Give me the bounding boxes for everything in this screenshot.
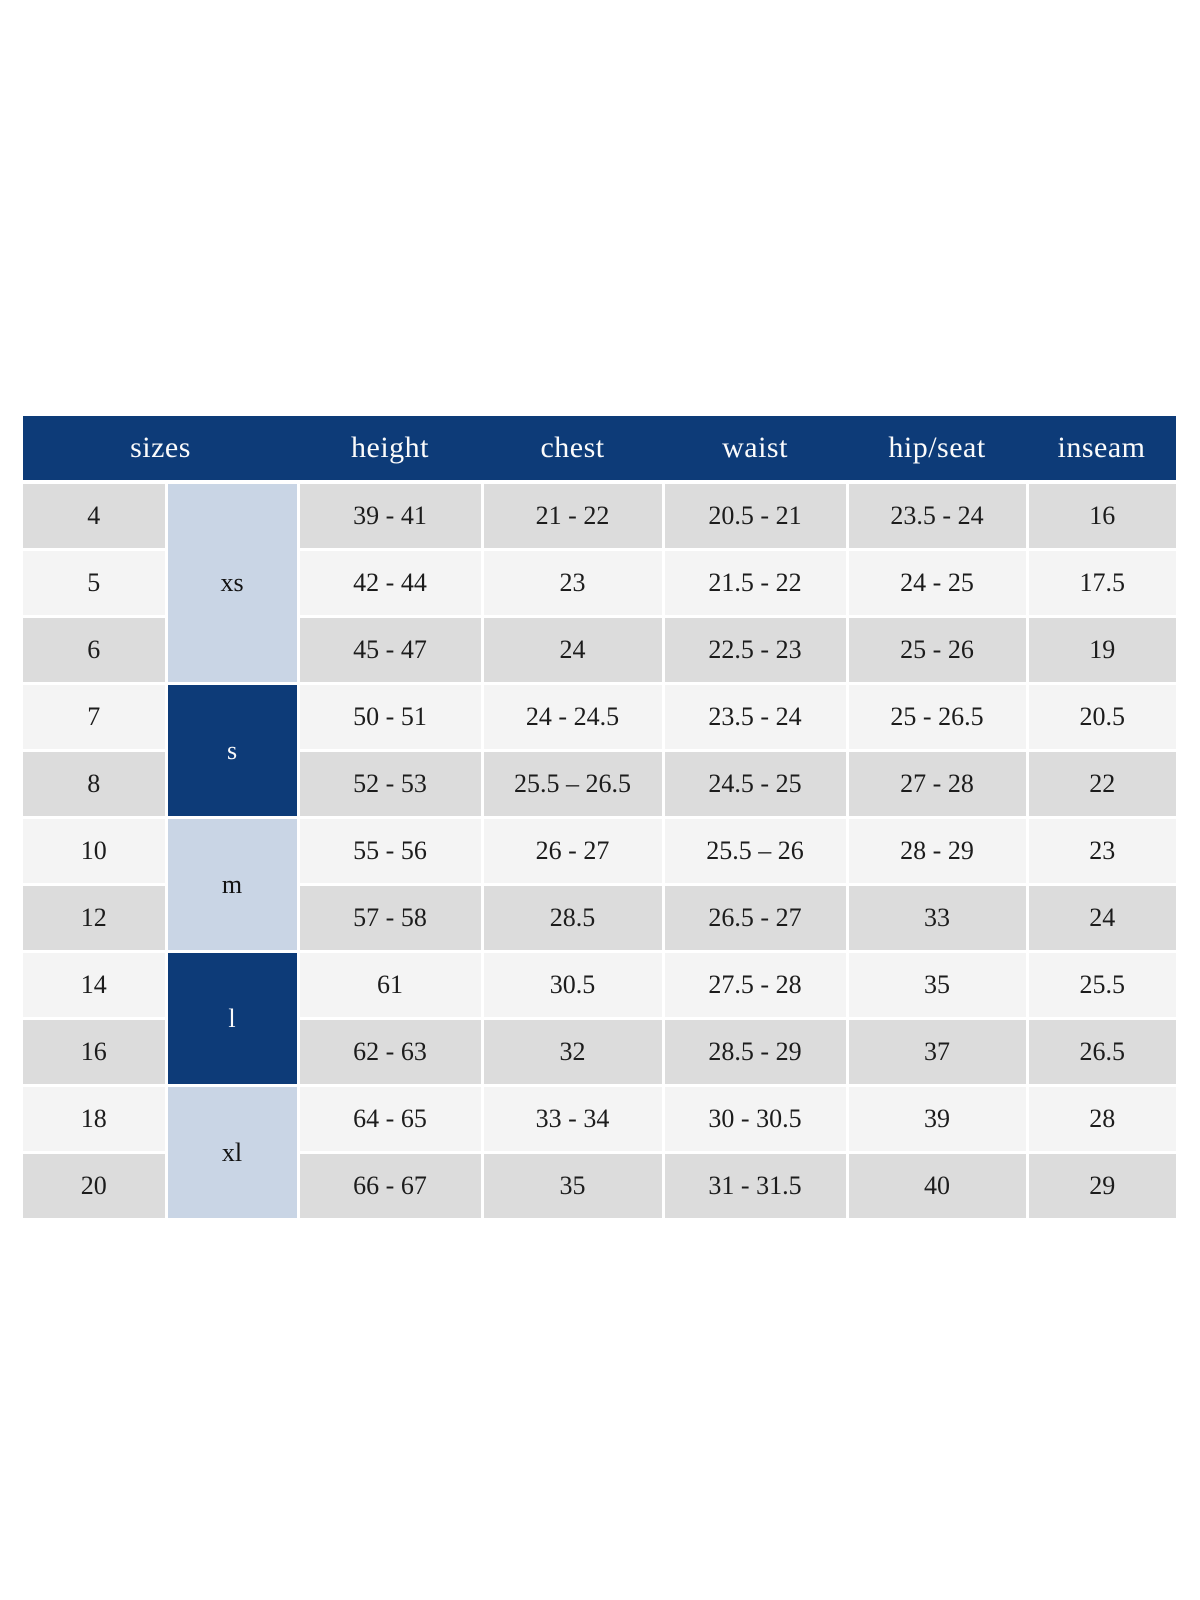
table-row-size-8: 8 52 - 53 25.5 – 26.5 24.5 - 25 27 - 28 … <box>23 749 1177 819</box>
cell-size: 4 <box>23 480 168 551</box>
cell-waist: 30 - 30.5 <box>661 1084 849 1154</box>
cell-chest: 23 <box>480 548 665 618</box>
size-group-cell-xs: xs <box>164 480 300 685</box>
cell-chest: 26 - 27 <box>480 816 665 886</box>
cell-size: 20 <box>23 1151 168 1221</box>
column-header-inseam: inseam <box>1027 416 1177 482</box>
header-row: sizes height chest waist hip/seat inseam <box>23 416 1177 482</box>
cell-inseam: 17.5 <box>1025 548 1177 618</box>
table-row-size-16: 16 62 - 63 32 28.5 - 29 37 26.5 <box>23 1017 1177 1087</box>
cell-inseam: 19 <box>1025 615 1177 685</box>
cell-size: 12 <box>23 883 168 953</box>
cell-hip-seat: 39 <box>845 1084 1029 1154</box>
table-row-size-10: 10 m 55 - 56 26 - 27 25.5 – 26 28 - 29 2… <box>23 816 1177 953</box>
cell-waist: 20.5 - 21 <box>661 480 849 551</box>
column-header-waist: waist <box>663 416 848 482</box>
cell-waist: 25.5 – 26 <box>661 816 849 886</box>
cell-inseam: 20.5 <box>1025 682 1177 752</box>
cell-hip-seat: 35 <box>845 950 1029 1020</box>
cell-hip-seat: 37 <box>845 1017 1029 1087</box>
cell-waist: 22.5 - 23 <box>661 615 849 685</box>
cell-waist: 31 - 31.5 <box>661 1151 849 1221</box>
cell-hip-seat: 23.5 - 24 <box>845 480 1029 551</box>
size-group-cell-m: m <box>164 816 300 953</box>
cell-chest: 21 - 22 <box>480 480 665 551</box>
cell-height: 55 - 56 <box>296 816 484 886</box>
cell-waist: 28.5 - 29 <box>661 1017 849 1087</box>
cell-waist: 26.5 - 27 <box>661 883 849 953</box>
cell-chest: 35 <box>480 1151 665 1221</box>
size-chart-container: sizes height chest waist hip/seat inseam… <box>23 416 1177 1221</box>
cell-height: 39 - 41 <box>296 480 484 551</box>
size-group-cell-s: s <box>164 682 300 819</box>
table-row-size-7: 7 s 50 - 51 24 - 24.5 23.5 - 24 25 - 26.… <box>23 682 1177 819</box>
cell-inseam: 29 <box>1025 1151 1177 1221</box>
table-row-size-12: 12 57 - 58 28.5 26.5 - 27 33 24 <box>23 883 1177 953</box>
cell-waist: 23.5 - 24 <box>661 682 849 752</box>
cell-size: 16 <box>23 1017 168 1087</box>
cell-hip-seat: 40 <box>845 1151 1029 1221</box>
cell-waist: 24.5 - 25 <box>661 749 849 819</box>
cell-size: 14 <box>23 950 168 1020</box>
column-header-chest: chest <box>482 416 664 482</box>
table-row-size-6: 6 45 - 47 24 22.5 - 23 25 - 26 19 <box>23 615 1177 685</box>
cell-size: 8 <box>23 749 168 819</box>
cell-hip-seat: 25 - 26 <box>845 615 1029 685</box>
cell-inseam: 28 <box>1025 1084 1177 1154</box>
cell-chest: 32 <box>480 1017 665 1087</box>
table-row-size-5: 5 42 - 44 23 21.5 - 22 24 - 25 17.5 <box>23 548 1177 618</box>
cell-height: 45 - 47 <box>296 615 484 685</box>
cell-size: 5 <box>23 548 168 618</box>
cell-waist: 27.5 - 28 <box>661 950 849 1020</box>
cell-inseam: 24 <box>1025 883 1177 953</box>
cell-chest: 30.5 <box>480 950 665 1020</box>
cell-chest: 24 <box>480 615 665 685</box>
cell-inseam: 22 <box>1025 749 1177 819</box>
cell-size: 10 <box>23 816 168 886</box>
size-group-cell-l: l <box>164 950 300 1087</box>
cell-inseam: 23 <box>1025 816 1177 886</box>
cell-size: 7 <box>23 682 168 752</box>
cell-waist: 21.5 - 22 <box>661 548 849 618</box>
column-header-hip-seat: hip/seat <box>847 416 1028 482</box>
cell-hip-seat: 25 - 26.5 <box>845 682 1029 752</box>
cell-chest: 28.5 <box>480 883 665 953</box>
cell-size: 18 <box>23 1084 168 1154</box>
cell-hip-seat: 28 - 29 <box>845 816 1029 886</box>
cell-chest: 24 - 24.5 <box>480 682 665 752</box>
column-header-sizes: sizes <box>23 416 299 482</box>
cell-height: 42 - 44 <box>296 548 484 618</box>
cell-inseam: 16 <box>1025 480 1177 551</box>
table-row-size-18: 18 xl 64 - 65 33 - 34 30 - 30.5 39 28 <box>23 1084 1177 1221</box>
cell-chest: 25.5 – 26.5 <box>480 749 665 819</box>
cell-size: 6 <box>23 615 168 685</box>
cell-height: 50 - 51 <box>296 682 484 752</box>
cell-inseam: 26.5 <box>1025 1017 1177 1087</box>
cell-hip-seat: 27 - 28 <box>845 749 1029 819</box>
cell-height: 61 <box>296 950 484 1020</box>
size-group-cell-xl: xl <box>164 1084 300 1221</box>
column-header-height: height <box>298 416 483 482</box>
table-row-size-14: 14 l 61 30.5 27.5 - 28 35 25.5 <box>23 950 1177 1087</box>
cell-inseam: 25.5 <box>1025 950 1177 1020</box>
cell-height: 57 - 58 <box>296 883 484 953</box>
cell-height: 66 - 67 <box>296 1151 484 1221</box>
cell-hip-seat: 33 <box>845 883 1029 953</box>
cell-hip-seat: 24 - 25 <box>845 548 1029 618</box>
table-row-size-20: 20 66 - 67 35 31 - 31.5 40 29 <box>23 1151 1177 1221</box>
cell-height: 52 - 53 <box>296 749 484 819</box>
cell-height: 64 - 65 <box>296 1084 484 1154</box>
size-chart-table: sizes height chest waist hip/seat inseam… <box>23 416 1177 1221</box>
cell-height: 62 - 63 <box>296 1017 484 1087</box>
cell-chest: 33 - 34 <box>480 1084 665 1154</box>
table-row-size-4: 4 xs 39 - 41 21 - 22 20.5 - 21 23.5 - 24… <box>23 480 1177 685</box>
